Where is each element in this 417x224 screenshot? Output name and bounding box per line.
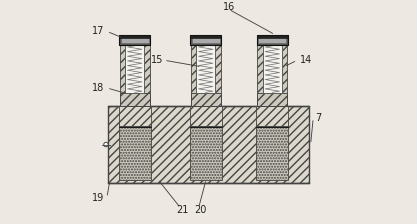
Bar bbox=[257, 35, 288, 45]
Bar bbox=[190, 127, 222, 180]
Bar bbox=[191, 37, 196, 93]
Bar bbox=[191, 93, 221, 106]
Text: 15: 15 bbox=[151, 55, 163, 65]
Bar bbox=[196, 45, 215, 93]
Bar bbox=[256, 127, 289, 180]
Bar bbox=[118, 127, 151, 180]
Text: 20: 20 bbox=[194, 205, 206, 215]
Bar bbox=[282, 37, 287, 93]
Text: 19: 19 bbox=[92, 193, 104, 203]
Bar bbox=[263, 45, 282, 93]
Bar bbox=[215, 37, 221, 93]
Bar bbox=[144, 37, 150, 93]
Bar bbox=[121, 36, 149, 43]
Bar bbox=[190, 106, 222, 126]
Bar bbox=[257, 93, 287, 106]
Text: 18: 18 bbox=[92, 83, 104, 93]
Bar bbox=[256, 123, 289, 127]
Bar bbox=[119, 35, 150, 45]
Text: 21: 21 bbox=[176, 205, 189, 215]
Bar bbox=[119, 35, 150, 38]
Bar bbox=[190, 35, 221, 38]
Circle shape bbox=[104, 142, 108, 147]
Bar bbox=[125, 45, 144, 93]
Bar bbox=[118, 123, 151, 127]
Bar bbox=[190, 35, 221, 45]
Bar bbox=[257, 37, 263, 93]
Text: 16: 16 bbox=[223, 2, 235, 12]
Bar bbox=[120, 93, 150, 106]
Bar bbox=[192, 36, 220, 43]
Text: 7: 7 bbox=[315, 113, 321, 123]
Bar bbox=[257, 35, 288, 38]
Bar bbox=[120, 37, 125, 93]
Bar bbox=[190, 123, 222, 127]
Bar bbox=[258, 36, 286, 43]
Text: 17: 17 bbox=[92, 26, 104, 36]
Bar bbox=[118, 106, 151, 126]
Bar bbox=[256, 106, 289, 126]
Bar bbox=[108, 106, 309, 183]
Text: 14: 14 bbox=[299, 55, 312, 65]
